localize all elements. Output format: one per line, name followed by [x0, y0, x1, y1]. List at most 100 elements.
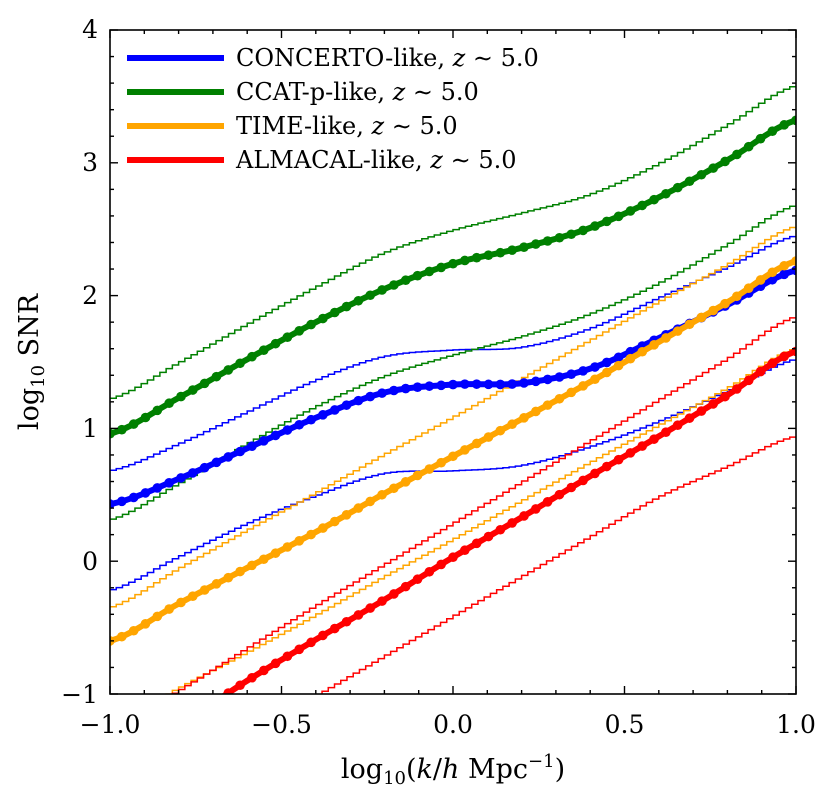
- ccat-p-data-point: [767, 126, 778, 136]
- ccat-p-data-point: [176, 391, 186, 402]
- ccat-p-data-point: [223, 365, 234, 375]
- ccat-p-data-point: [270, 338, 281, 349]
- ccat-p-data-point: [590, 221, 600, 231]
- concerto-data-point: [601, 357, 612, 368]
- concerto-data-point: [377, 388, 387, 398]
- concerto-data-point: [566, 369, 577, 379]
- almacal-data-point: [400, 581, 411, 592]
- concerto-data-point: [791, 265, 796, 276]
- concerto-data-point: [247, 441, 257, 452]
- concerto-lower-bound-line: [110, 359, 796, 591]
- time-data-point: [708, 305, 719, 316]
- time-data-point: [767, 267, 778, 278]
- time-data-point: [637, 346, 648, 357]
- y-tick-label-1: 0: [82, 547, 98, 576]
- time-data-point: [732, 291, 742, 302]
- almacal-data-point: [353, 610, 364, 620]
- y-tick-label-2: 1: [82, 414, 98, 443]
- ccat-p-data-point: [566, 229, 577, 240]
- almacal-data-point: [554, 489, 565, 500]
- almacal-data-point: [743, 375, 754, 386]
- almacal-data-point: [566, 482, 577, 493]
- time-data-point: [223, 572, 234, 583]
- concerto-data-point: [400, 383, 411, 394]
- ccat-p-data-point: [140, 412, 151, 423]
- time-data-point: [613, 360, 624, 371]
- ccat-p-data-point: [341, 301, 352, 312]
- ccat-p-data-point: [448, 258, 458, 269]
- ccat-p-data-point: [460, 255, 470, 266]
- x-tick-marks: [109, 30, 797, 694]
- x-tick-label-4: 1.0: [776, 710, 816, 739]
- almacal-data-point: [282, 651, 293, 662]
- almacal-data-point: [341, 616, 352, 627]
- concerto-data-point: [507, 379, 517, 389]
- almacal-data-point: [200, 704, 210, 714]
- legend-label-concerto: CONCERTO-like, z ∼ 5.0: [236, 44, 539, 72]
- almacal-data-point: [460, 545, 470, 556]
- concerto-data-point: [258, 436, 269, 446]
- almacal-data-point: [779, 351, 789, 362]
- time-data-point: [353, 503, 364, 513]
- ccat-p-data-point: [412, 270, 423, 281]
- ccat-p-data-point: [164, 398, 174, 409]
- concerto-data-point: [187, 468, 198, 478]
- time-data-point: [530, 406, 541, 417]
- time-data-point: [578, 381, 588, 391]
- concerto-data-point: [152, 483, 163, 493]
- ccat-p-data-point: [601, 216, 612, 227]
- ccat-p-data-point: [235, 358, 245, 369]
- time-data-point: [755, 275, 766, 285]
- time-data-point: [495, 425, 506, 436]
- concerto-data-point: [530, 376, 541, 387]
- time-lower-bound-line: [165, 348, 796, 694]
- almacal-data-point: [661, 427, 671, 437]
- ccat-p-data-point: [554, 232, 565, 243]
- concerto-data-point: [329, 405, 340, 415]
- time-data-point: [696, 312, 707, 323]
- concerto-data-point: [460, 379, 470, 389]
- ccat-p-data-point: [519, 242, 529, 252]
- time-data-point: [117, 631, 127, 642]
- time-data-point: [306, 529, 316, 540]
- ccat-p-data-point: [128, 419, 139, 429]
- time-data-point: [235, 566, 245, 577]
- time-data-point: [128, 625, 139, 636]
- almacal-data-point: [176, 720, 186, 730]
- almacal-data-point: [483, 531, 494, 542]
- almacal-data-point: [247, 672, 257, 683]
- concerto-data-point: [282, 425, 293, 435]
- ccat-p-data-point: [211, 371, 222, 382]
- almacal-data-point: [720, 391, 730, 402]
- almacal-data-point: [708, 399, 719, 409]
- time-data-point: [377, 489, 387, 500]
- almacal-data-point: [329, 623, 340, 634]
- time-data-point: [247, 560, 257, 571]
- time-data-point: [566, 387, 577, 398]
- legend-label-time: TIME-like, z ∼ 5.0: [236, 112, 458, 140]
- concerto-data-point: [436, 380, 446, 391]
- almacal-data-point: [235, 680, 245, 691]
- almacal-lower-bound-line: [321, 436, 796, 694]
- almacal-data-point: [365, 603, 376, 613]
- almacal-data-point: [625, 448, 636, 458]
- concerto-data-point: [779, 269, 789, 280]
- time-data-point: [400, 477, 411, 487]
- x-tick-label-3: 0.5: [605, 710, 645, 739]
- time-data-point: [211, 579, 222, 589]
- almacal-data-point: [141, 744, 151, 754]
- ccat-p-data-point: [318, 313, 328, 324]
- concerto-data-point: [176, 473, 186, 483]
- x-tick-label-0: −1.0: [80, 710, 141, 739]
- ccat-p-data-point: [672, 182, 683, 193]
- time-data-point: [436, 457, 446, 468]
- time-data-point: [672, 326, 683, 336]
- time-data-point: [270, 548, 281, 558]
- almacal-data-point: [696, 406, 707, 416]
- ccat-p-data-point: [625, 206, 636, 216]
- time-data-point: [199, 585, 210, 595]
- concerto-data-point: [235, 446, 245, 457]
- almacal-data-point: [164, 727, 174, 737]
- concerto-data-point: [483, 379, 494, 390]
